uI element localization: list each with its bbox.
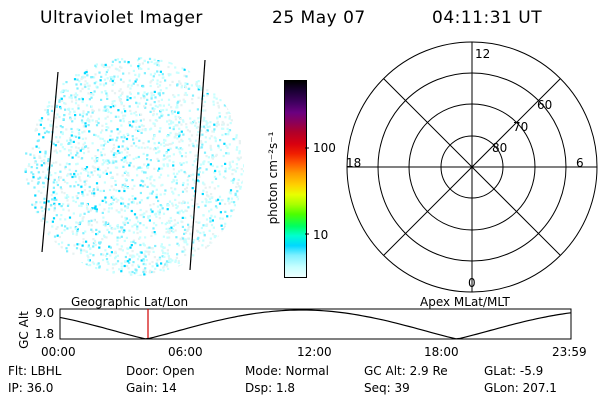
lat-label-70: 70 <box>513 120 529 134</box>
instrument-title: Ultraviolet Imager <box>40 8 203 28</box>
time-tick-1: 06:00 <box>168 345 203 359</box>
status-gc-alt: GC Alt: 2.9 Re <box>364 364 448 378</box>
track-left-title: Geographic Lat/Lon <box>71 295 189 309</box>
colorbar-ticks <box>305 147 309 235</box>
time-tick-4: 23:59 <box>552 345 587 359</box>
colorbar <box>284 80 307 278</box>
date-label: 25 May 07 <box>272 8 366 28</box>
terminator-line-right <box>189 59 206 271</box>
mlt-label-6: 6 <box>576 156 584 170</box>
track-ytick-min: 1.8 <box>35 327 55 341</box>
terminator-line-left <box>41 71 59 253</box>
mlt-label-12: 12 <box>475 47 491 61</box>
lat-label-60: 60 <box>537 98 553 112</box>
mlt-label-0: 0 <box>468 276 476 290</box>
status-door: Door: Open <box>126 364 195 378</box>
status-dsp: Dsp: 1.8 <box>245 381 296 395</box>
status-glat: GLat: -5.9 <box>484 364 544 378</box>
track-right-title: Apex MLat/MLT <box>420 295 510 309</box>
status-ip: IP: 36.0 <box>8 381 54 395</box>
status-seq: Seq: 39 <box>364 381 410 395</box>
lat-label-80: 80 <box>492 141 508 155</box>
status-filter: Flt: LBHL <box>8 364 62 378</box>
time-tick-0: 00:00 <box>41 345 76 359</box>
colorbar-tick-100: 100 <box>313 141 336 155</box>
time-label: 04:11:31 UT <box>432 8 543 28</box>
mlt-label-18: 18 <box>346 156 362 170</box>
status-glon: GLon: 207.1 <box>484 381 557 395</box>
time-tick-2: 12:00 <box>297 345 332 359</box>
status-gain: Gain: 14 <box>126 381 177 395</box>
altitude-curve <box>59 309 572 340</box>
track-ytick-max: 9.0 <box>35 306 55 320</box>
time-tick-3: 18:00 <box>424 345 459 359</box>
colorbar-tick-10: 10 <box>313 228 329 242</box>
status-mode: Mode: Normal <box>245 364 329 378</box>
